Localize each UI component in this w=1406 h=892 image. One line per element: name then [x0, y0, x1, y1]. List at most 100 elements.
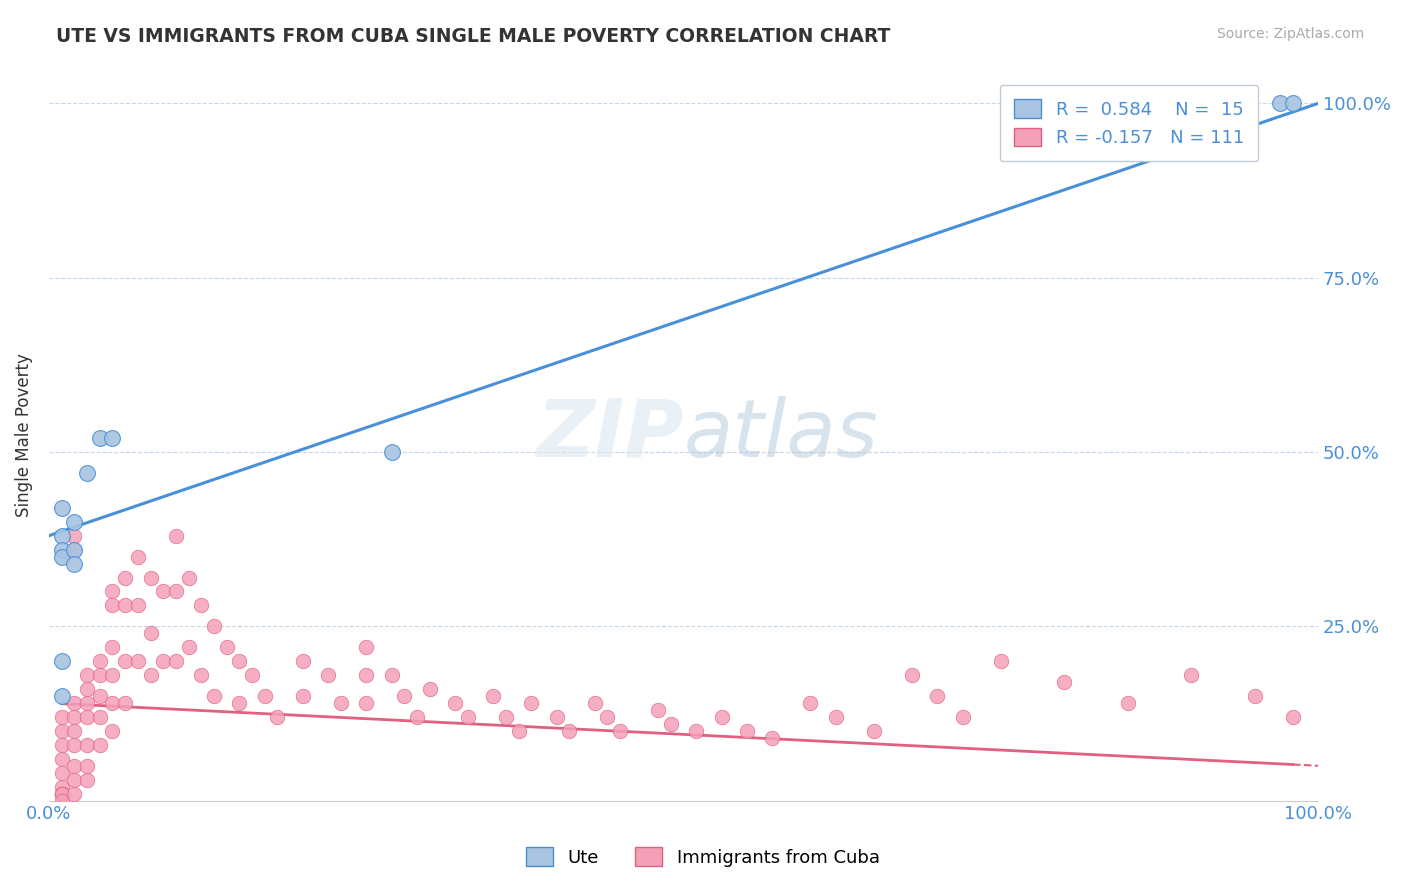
- Point: [63, 758, 86, 772]
- Point: [735, 723, 758, 738]
- Point: [356, 668, 378, 682]
- Point: [51, 710, 73, 724]
- Point: [583, 696, 606, 710]
- Point: [51, 549, 73, 564]
- Point: [63, 529, 86, 543]
- Point: [1243, 689, 1265, 703]
- Point: [482, 689, 505, 703]
- Point: [152, 654, 174, 668]
- Point: [127, 549, 149, 564]
- Point: [329, 696, 352, 710]
- Point: [63, 710, 86, 724]
- Point: [406, 710, 429, 724]
- Point: [51, 765, 73, 780]
- Y-axis label: Single Male Poverty: Single Male Poverty: [15, 352, 32, 516]
- Point: [609, 723, 631, 738]
- Point: [495, 710, 517, 724]
- Point: [710, 710, 733, 724]
- Point: [63, 542, 86, 557]
- Point: [51, 787, 73, 801]
- Text: UTE VS IMMIGRANTS FROM CUBA SINGLE MALE POVERTY CORRELATION CHART: UTE VS IMMIGRANTS FROM CUBA SINGLE MALE …: [56, 27, 890, 45]
- Text: Source: ZipAtlas.com: Source: ZipAtlas.com: [1216, 27, 1364, 41]
- Point: [1180, 668, 1202, 682]
- Point: [63, 787, 86, 801]
- Point: [51, 738, 73, 752]
- Point: [520, 696, 543, 710]
- Point: [51, 787, 73, 801]
- Point: [76, 758, 98, 772]
- Point: [177, 570, 200, 584]
- Point: [89, 710, 111, 724]
- Point: [101, 640, 124, 655]
- Point: [202, 689, 225, 703]
- Point: [799, 696, 821, 710]
- Point: [190, 599, 212, 613]
- Point: [444, 696, 467, 710]
- Point: [927, 689, 949, 703]
- Point: [596, 710, 619, 724]
- Point: [266, 710, 288, 724]
- Point: [647, 703, 669, 717]
- Point: [659, 717, 682, 731]
- Point: [51, 787, 73, 801]
- Point: [1281, 710, 1303, 724]
- Point: [1281, 96, 1303, 111]
- Point: [165, 529, 187, 543]
- Point: [101, 668, 124, 682]
- Point: [51, 752, 73, 766]
- Point: [1116, 696, 1139, 710]
- Point: [291, 689, 314, 703]
- Point: [139, 668, 162, 682]
- Point: [253, 689, 276, 703]
- Point: [1053, 675, 1076, 690]
- Point: [63, 723, 86, 738]
- Point: [316, 668, 339, 682]
- Point: [558, 723, 581, 738]
- Point: [51, 529, 73, 543]
- Point: [863, 723, 886, 738]
- Point: [952, 710, 974, 724]
- Point: [152, 584, 174, 599]
- Point: [381, 668, 404, 682]
- Point: [356, 696, 378, 710]
- Point: [127, 599, 149, 613]
- Point: [508, 723, 530, 738]
- Point: [419, 681, 441, 696]
- Point: [901, 668, 924, 682]
- Point: [51, 794, 73, 808]
- Point: [101, 599, 124, 613]
- Point: [63, 542, 86, 557]
- Point: [990, 654, 1012, 668]
- Point: [165, 584, 187, 599]
- Point: [240, 668, 263, 682]
- Point: [51, 542, 73, 557]
- Point: [76, 681, 98, 696]
- Text: ZIP: ZIP: [536, 395, 683, 474]
- Point: [51, 787, 73, 801]
- Point: [202, 619, 225, 633]
- Point: [63, 738, 86, 752]
- Point: [190, 668, 212, 682]
- Point: [51, 654, 73, 668]
- Legend: R =  0.584    N =  15, R = -0.157   N = 111: R = 0.584 N = 15, R = -0.157 N = 111: [1000, 85, 1258, 161]
- Point: [228, 654, 250, 668]
- Point: [101, 723, 124, 738]
- Point: [63, 772, 86, 787]
- Point: [101, 696, 124, 710]
- Point: [51, 500, 73, 515]
- Point: [89, 738, 111, 752]
- Point: [457, 710, 479, 724]
- Point: [76, 668, 98, 682]
- Point: [127, 654, 149, 668]
- Point: [51, 780, 73, 794]
- Point: [51, 787, 73, 801]
- Text: atlas: atlas: [683, 395, 879, 474]
- Point: [139, 626, 162, 640]
- Point: [546, 710, 568, 724]
- Point: [63, 696, 86, 710]
- Point: [177, 640, 200, 655]
- Point: [89, 654, 111, 668]
- Point: [291, 654, 314, 668]
- Point: [89, 689, 111, 703]
- Point: [685, 723, 707, 738]
